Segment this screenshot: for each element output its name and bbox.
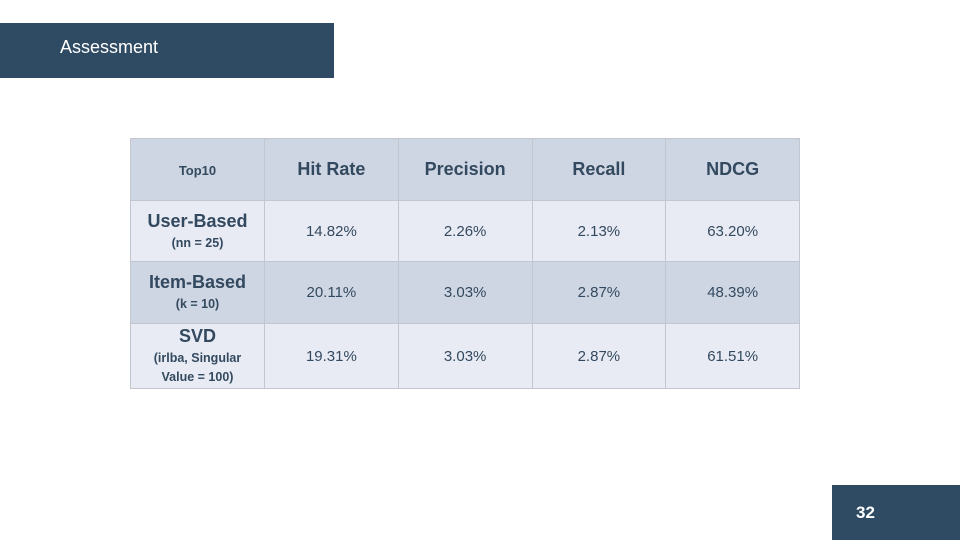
model-param: (irlba, Singular Value = 100) xyxy=(153,351,242,384)
table-cell: 3.03% xyxy=(397,261,533,324)
table-cell: 3.03% xyxy=(397,323,533,389)
row-header: Item-Based (k = 10) xyxy=(130,261,265,324)
column-header: NDCG xyxy=(665,138,800,201)
corner-label: Top10 xyxy=(130,138,265,201)
table-row: Item-Based (k = 10) 20.11% 3.03% 2.87% 4… xyxy=(130,261,800,324)
page-number-box: 32 xyxy=(832,485,960,540)
model-name: SVD xyxy=(178,326,216,346)
table-header-row: Top10 Hit Rate Precision Recall NDCG xyxy=(130,138,800,201)
column-header: Precision xyxy=(397,138,533,201)
row-header: SVD (irlba, Singular Value = 100) xyxy=(130,323,265,389)
column-header: Recall xyxy=(531,138,667,201)
table-row: SVD (irlba, Singular Value = 100) 19.31%… xyxy=(130,323,800,389)
table-cell: 48.39% xyxy=(665,261,800,324)
assessment-table: Top10 Hit Rate Precision Recall NDCG Use… xyxy=(130,138,800,389)
slide-title: Assessment xyxy=(60,37,159,57)
page-number: 32 xyxy=(856,502,875,522)
table-cell: 14.82% xyxy=(264,200,399,262)
table-cell: 2.87% xyxy=(531,323,667,389)
title-bar: Assessment xyxy=(0,23,334,78)
table-cell: 2.26% xyxy=(397,200,533,262)
column-header: Hit Rate xyxy=(264,138,399,201)
model-param: (k = 10) xyxy=(175,297,220,311)
table-cell: 61.51% xyxy=(665,323,800,389)
table-cell: 19.31% xyxy=(264,323,399,389)
table-cell: 20.11% xyxy=(264,261,399,324)
model-name: Item-Based xyxy=(148,272,247,292)
table-cell: 2.13% xyxy=(531,200,667,262)
row-header: User-Based (nn = 25) xyxy=(130,200,265,262)
model-name: User-Based xyxy=(147,210,248,231)
model-param: (nn = 25) xyxy=(171,235,224,250)
table-cell: 2.87% xyxy=(531,261,667,324)
table-cell: 63.20% xyxy=(665,200,800,262)
table-row: User-Based (nn = 25) 14.82% 2.26% 2.13% … xyxy=(130,200,800,262)
